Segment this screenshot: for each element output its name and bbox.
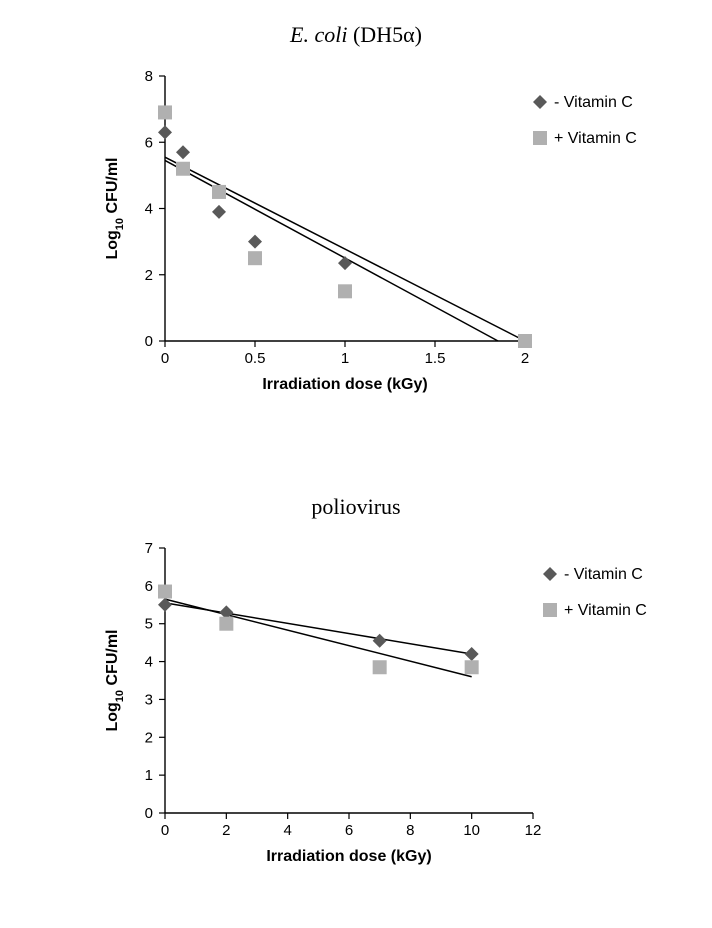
data-marker: [248, 235, 262, 249]
y-tick-label: 0: [145, 805, 153, 822]
data-marker: [212, 185, 226, 199]
legend-marker: [533, 131, 547, 145]
y-tick-label: 1: [145, 767, 153, 784]
data-marker: [248, 251, 262, 265]
data-marker: [158, 105, 172, 119]
data-marker: [373, 634, 387, 648]
legend-label: + Vitamin C: [554, 130, 637, 147]
x-tick-label: 4: [283, 822, 291, 839]
trend-line: [165, 599, 472, 677]
data-marker: [518, 334, 532, 348]
data-marker: [465, 660, 479, 674]
y-axis-label: Log10 CFU/ml: [104, 629, 126, 731]
data-marker: [373, 660, 387, 674]
y-tick-label: 2: [145, 267, 153, 284]
x-tick-label: 0.5: [245, 350, 266, 367]
chart-panel-poliovirus: poliovirus 02468101201234567Irradiation …: [40, 488, 672, 908]
x-tick-label: 2: [222, 822, 230, 839]
x-tick-label: 1: [341, 350, 349, 367]
legend-marker: [543, 603, 557, 617]
y-axis-label: Log10 CFU/ml: [104, 157, 126, 259]
data-marker: [158, 125, 172, 139]
chart-title: E. coli (DH5α): [40, 22, 672, 48]
legend-label: + Vitamin C: [564, 602, 647, 619]
legend-marker: [533, 95, 547, 109]
data-marker: [338, 256, 352, 270]
y-tick-label: 6: [145, 134, 153, 151]
legend-label: - Vitamin C: [564, 566, 643, 583]
x-tick-label: 0: [161, 822, 169, 839]
data-marker: [212, 205, 226, 219]
figure-container: E. coli (DH5α) 0 0.5 1 1.5 2 0 2 4 6 8 Irradiation…: [0, 0, 712, 928]
data-marker: [176, 162, 190, 176]
y-tick-label: 4: [145, 201, 153, 218]
x-tick-label: 1.5: [425, 350, 446, 367]
data-marker: [219, 617, 233, 631]
y-tick-label: 7: [145, 540, 153, 557]
x-axis-label: Irradiation dose (kGy): [266, 848, 431, 865]
data-marker: [158, 585, 172, 599]
x-tick-label: 6: [345, 822, 353, 839]
x-tick-label: 12: [525, 822, 542, 839]
y-tick-label: 8: [145, 68, 153, 85]
legend-marker: [543, 567, 557, 581]
x-tick-label: 8: [406, 822, 414, 839]
y-tick-label: 2: [145, 729, 153, 746]
chart-panel-ecoli: E. coli (DH5α) 0 0.5 1 1.5 2 0 2 4 6 8 Irradiation…: [40, 16, 672, 436]
data-marker: [465, 647, 479, 661]
legend-label: - Vitamin C: [554, 94, 633, 111]
y-tick-label: 0: [145, 333, 153, 350]
trend-line: [165, 157, 525, 341]
y-tick-label: 4: [145, 654, 153, 671]
y-tick-label: 6: [145, 578, 153, 595]
y-tick-label: 5: [145, 616, 153, 633]
y-tick-label: 3: [145, 691, 153, 708]
chart-title: poliovirus: [40, 494, 672, 520]
x-tick-label: 10: [463, 822, 480, 839]
x-tick-label: 0: [161, 350, 169, 367]
data-marker: [338, 284, 352, 298]
x-axis-label: Irradiation dose (kGy): [262, 376, 427, 393]
x-tick-label: 2: [521, 350, 529, 367]
data-marker: [176, 145, 190, 159]
